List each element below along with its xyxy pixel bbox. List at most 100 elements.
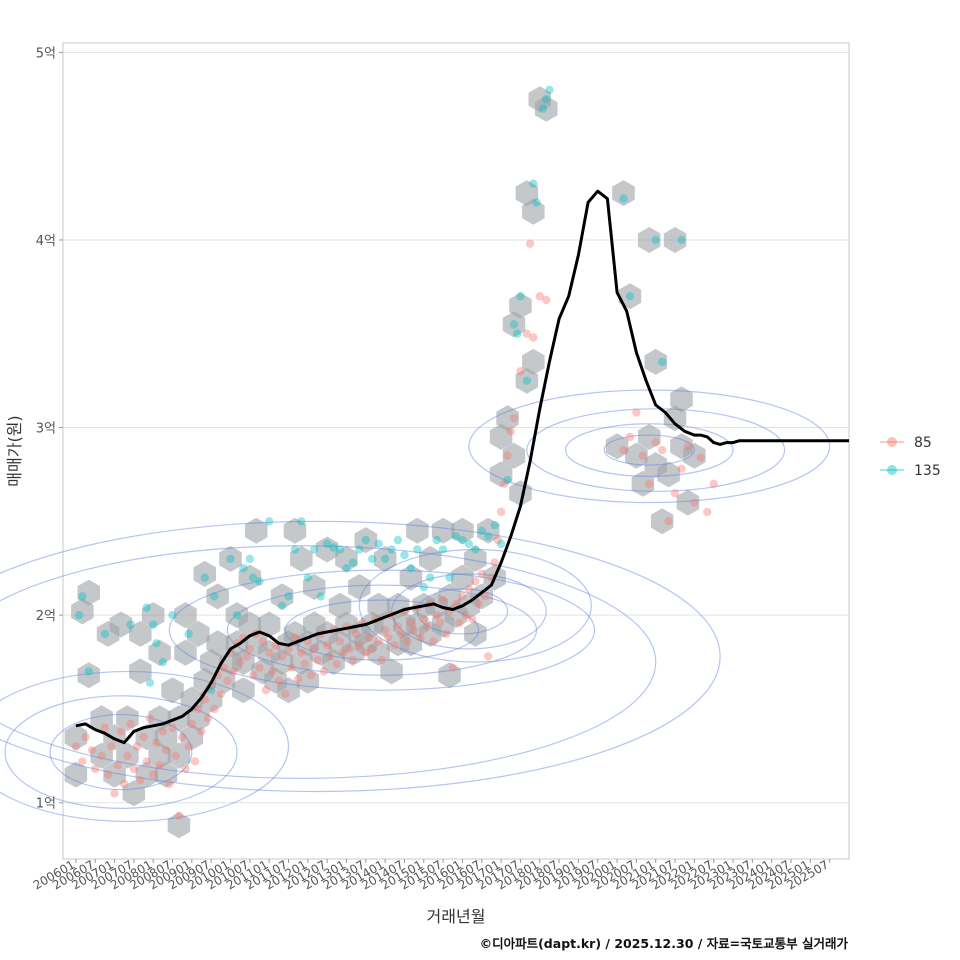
- contour-3: [284, 599, 480, 661]
- hex-bin-106: [464, 545, 487, 572]
- point-85-108: [429, 637, 438, 646]
- hex-bin-100: [438, 662, 461, 689]
- hex-bin-111: [489, 461, 513, 488]
- point-85-131: [503, 451, 512, 460]
- point-85-120: [467, 614, 477, 624]
- hex-bin-46: [232, 677, 255, 704]
- contour-11: [603, 434, 695, 466]
- point-85-79: [335, 637, 345, 646]
- point-85-132: [506, 427, 515, 436]
- point-85-146: [657, 445, 667, 455]
- point-135-63: [532, 198, 541, 207]
- point-135-71: [677, 235, 686, 245]
- point-85-60: [274, 676, 284, 685]
- hex-bin-127: [631, 470, 655, 497]
- point-135-40: [393, 535, 403, 545]
- hex-bin-13: [122, 780, 146, 807]
- density-contours: [0, 389, 831, 823]
- point-85-137: [529, 333, 538, 342]
- point-85-28: [171, 751, 180, 761]
- point-135-69: [651, 235, 660, 245]
- y-axis-title: 매매가(원): [5, 415, 24, 486]
- point-85-91: [374, 637, 383, 646]
- point-85-75: [322, 640, 332, 650]
- hex-bin-21: [148, 639, 171, 666]
- hex-bin-123: [605, 433, 629, 460]
- hex-bin-85: [380, 658, 403, 685]
- point-85-134: [516, 367, 525, 376]
- point-85-38: [203, 714, 213, 723]
- point-135-6: [145, 678, 155, 687]
- point-135-41: [400, 550, 409, 560]
- point-135-8: [152, 639, 161, 648]
- hex-bin-5: [90, 705, 113, 732]
- hex-bin-60: [283, 517, 307, 544]
- hex-bin-120: [522, 198, 545, 225]
- point-135-7: [148, 620, 158, 629]
- point-85-18: [139, 732, 148, 742]
- hex-bin-1: [64, 761, 88, 788]
- point-85-57: [264, 648, 274, 657]
- hex-bin-108: [477, 517, 500, 544]
- point-135-61: [522, 376, 532, 385]
- point-85-129: [496, 507, 506, 517]
- hex-bin-137: [670, 386, 693, 413]
- point-135-19: [248, 573, 258, 582]
- point-85-97: [393, 622, 403, 631]
- contour-2: [0, 670, 290, 823]
- point-85-36: [197, 727, 206, 736]
- point-135-54: [484, 532, 493, 541]
- hex-bin-24: [161, 677, 184, 704]
- hex-bin-69: [315, 536, 339, 563]
- point-85-74: [319, 667, 329, 676]
- legend-swatch-135: [887, 465, 897, 475]
- hex-bin-50: [245, 517, 268, 544]
- hex-bin-126: [625, 442, 648, 469]
- point-135-44: [419, 582, 428, 592]
- point-85-89: [368, 644, 377, 654]
- point-85-7: [103, 770, 113, 779]
- legend: 85 135: [880, 435, 941, 479]
- hex-bin-133: [657, 461, 680, 488]
- point-135-26: [303, 573, 313, 582]
- trend-line-group: [75, 189, 849, 745]
- point-85-66: [293, 674, 303, 684]
- point-85-35: [194, 704, 203, 714]
- hex-bin-105: [464, 620, 487, 647]
- point-85-25: [161, 746, 171, 755]
- point-85-14: [126, 719, 135, 729]
- point-135-52: [471, 545, 480, 554]
- hex-bin-58: [277, 677, 300, 704]
- hex-bin-22: [154, 724, 178, 751]
- point-85-104: [416, 633, 425, 642]
- point-135-39: [387, 545, 396, 554]
- point-85-88: [364, 633, 374, 642]
- point-85-70: [306, 670, 316, 680]
- point-85-84: [351, 629, 361, 639]
- point-135-56: [496, 539, 506, 549]
- hex-bin-113: [502, 442, 526, 469]
- hex-bin-35: [193, 560, 216, 587]
- point-85-13: [123, 751, 132, 761]
- hex-bin-15: [129, 620, 152, 647]
- point-85-19: [142, 757, 151, 766]
- point-85-144: [645, 479, 654, 489]
- point-85-105: [419, 614, 428, 624]
- contour-5: [168, 569, 596, 691]
- hex-bin-17: [135, 761, 158, 788]
- point-85-94: [384, 633, 393, 642]
- hex-bin-124: [612, 180, 635, 207]
- point-85-71: [310, 644, 319, 654]
- point-135-30: [329, 543, 338, 552]
- point-135-48: [445, 573, 454, 582]
- point-85-12: [120, 779, 129, 789]
- hex-bin-11: [116, 705, 139, 732]
- point-135-18: [245, 554, 255, 564]
- hex-bin-16: [135, 724, 158, 751]
- point-135-37: [374, 539, 383, 549]
- point-85-116: [455, 618, 464, 627]
- point-135-12: [200, 573, 209, 582]
- point-135-50: [458, 535, 467, 545]
- point-135-64: [538, 104, 548, 113]
